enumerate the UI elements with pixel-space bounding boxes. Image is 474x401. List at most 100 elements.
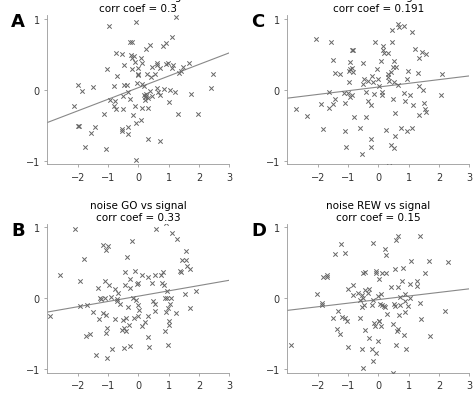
Point	[344, 344, 351, 350]
Point	[325, 105, 333, 111]
Point	[404, 68, 412, 75]
Point	[344, 286, 351, 293]
Point	[374, 293, 382, 299]
Point	[162, 62, 170, 68]
Point	[373, 66, 381, 73]
Point	[152, 226, 160, 233]
Point	[319, 126, 327, 132]
Point	[140, 92, 148, 99]
Point	[392, 342, 400, 348]
Point	[349, 282, 357, 289]
Point	[87, 331, 94, 338]
Point	[195, 111, 202, 118]
Point	[359, 304, 366, 310]
Point	[134, 72, 141, 78]
Point	[410, 102, 417, 109]
Point	[180, 65, 187, 71]
Point	[375, 318, 383, 325]
Point	[128, 67, 136, 73]
Point	[379, 44, 386, 50]
Point	[414, 283, 421, 289]
Point	[411, 47, 419, 53]
Point	[358, 346, 365, 352]
Point	[134, 313, 142, 319]
Point	[100, 111, 108, 118]
Point	[133, 121, 140, 127]
Point	[361, 326, 369, 333]
Point	[168, 230, 176, 237]
Point	[161, 296, 169, 302]
Point	[343, 318, 350, 324]
Point	[395, 25, 403, 32]
Point	[396, 294, 404, 300]
Point	[134, 282, 141, 288]
Point	[133, 20, 140, 26]
Point	[105, 23, 113, 30]
Point	[396, 312, 403, 319]
Point	[112, 50, 120, 57]
Point	[349, 70, 357, 76]
Title: noise CUE vs signal
corr coef = 0.191: noise CUE vs signal corr coef = 0.191	[328, 0, 429, 14]
Point	[387, 143, 394, 149]
Point	[110, 104, 118, 110]
Point	[392, 238, 400, 244]
Point	[131, 60, 139, 66]
Point	[144, 334, 151, 340]
Point	[172, 310, 180, 316]
Point	[379, 48, 387, 54]
Point	[80, 256, 88, 263]
Point	[409, 30, 416, 36]
Point	[167, 296, 174, 302]
Text: B: B	[11, 221, 25, 239]
Point	[159, 269, 167, 276]
Point	[103, 324, 110, 331]
Point	[359, 82, 366, 88]
Point	[401, 309, 409, 316]
Point	[186, 305, 194, 311]
Text: D: D	[251, 221, 266, 239]
Point	[176, 268, 184, 275]
Point	[96, 295, 104, 302]
Point	[143, 72, 151, 78]
Point	[336, 71, 343, 78]
Point	[169, 34, 176, 41]
Point	[387, 69, 394, 76]
Point	[111, 286, 118, 293]
Point	[341, 250, 348, 256]
Point	[303, 114, 311, 120]
Point	[120, 82, 128, 89]
Point	[368, 73, 375, 80]
Point	[111, 316, 119, 322]
Point	[368, 137, 375, 143]
Point	[101, 296, 109, 302]
Point	[379, 269, 386, 276]
Point	[120, 107, 128, 113]
Point	[175, 71, 182, 77]
Point	[156, 138, 164, 145]
Point	[422, 110, 429, 116]
Point	[391, 303, 399, 310]
Point	[404, 303, 411, 309]
Point	[132, 158, 140, 164]
Point	[365, 99, 372, 105]
Point	[192, 288, 200, 295]
Point	[378, 92, 385, 99]
Point	[400, 265, 407, 272]
Point	[331, 251, 339, 257]
Point	[361, 269, 369, 276]
Point	[74, 83, 82, 89]
Point	[380, 303, 387, 309]
Point	[356, 315, 364, 322]
Title: noise GO vs signal
corr coef = 0.33: noise GO vs signal corr coef = 0.33	[90, 200, 187, 222]
Point	[137, 117, 145, 124]
Point	[414, 71, 421, 77]
Point	[381, 246, 388, 253]
Point	[413, 277, 421, 284]
Point	[342, 101, 349, 107]
Point	[149, 298, 156, 305]
Point	[373, 268, 380, 274]
Point	[145, 313, 152, 319]
Point	[391, 58, 398, 65]
Point	[124, 132, 131, 138]
Point	[348, 66, 356, 73]
